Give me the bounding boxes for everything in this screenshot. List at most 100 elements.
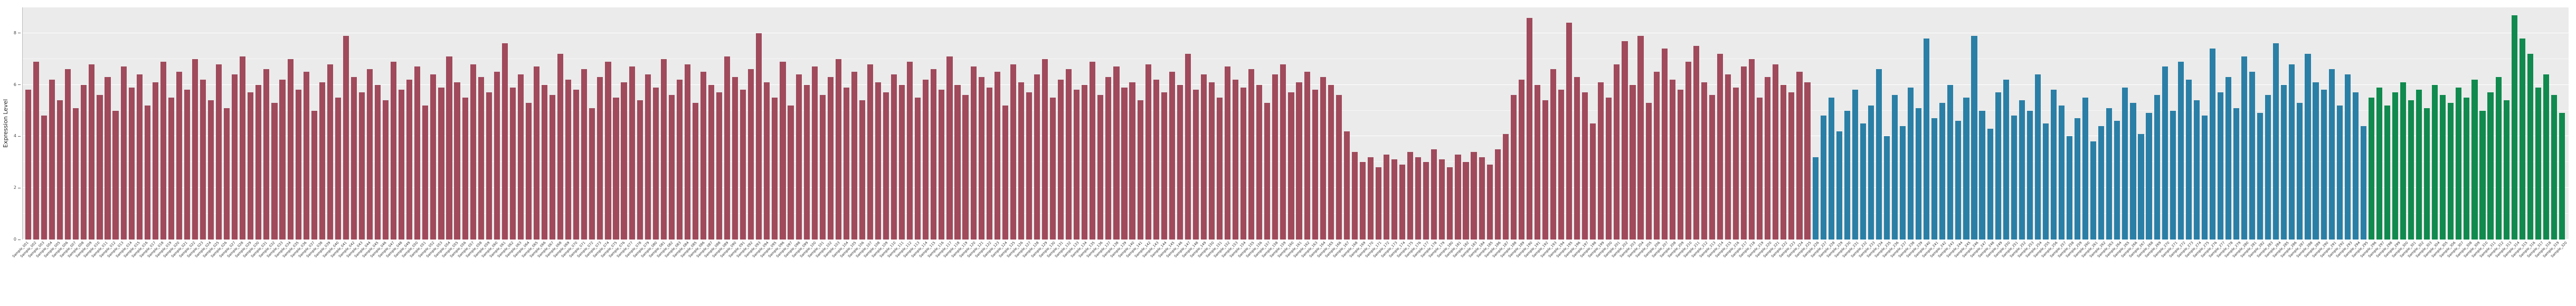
bar xyxy=(1137,100,1143,240)
bar-slot xyxy=(2518,7,2526,240)
bar xyxy=(827,77,834,240)
bar xyxy=(970,66,977,240)
y-tick-label: 0 xyxy=(13,237,16,242)
bar-slot xyxy=(2550,7,2558,240)
bar-slot xyxy=(72,7,80,240)
bar-slot xyxy=(2320,7,2328,240)
bar xyxy=(1502,133,1509,240)
bar-slot xyxy=(1930,7,1938,240)
bar xyxy=(391,61,397,240)
bar xyxy=(303,72,309,240)
bar xyxy=(1733,87,1739,240)
bar xyxy=(462,98,468,240)
bar-slot xyxy=(668,7,676,240)
bar xyxy=(788,105,794,240)
bar xyxy=(1399,165,1406,240)
bar-slot xyxy=(509,7,517,240)
bar xyxy=(2241,56,2248,240)
bar xyxy=(1256,84,1263,240)
bar-slot xyxy=(866,7,874,240)
bar-slot xyxy=(1946,7,1954,240)
bar xyxy=(1272,74,1278,240)
bar xyxy=(1542,100,1549,240)
bar xyxy=(2090,141,2097,240)
bar-slot xyxy=(1208,7,1216,240)
bar-slot xyxy=(1486,7,1494,240)
y-tick-label: 2 xyxy=(13,185,16,190)
bar xyxy=(907,61,913,240)
bar-slot xyxy=(922,7,930,240)
bar-slot xyxy=(914,7,922,240)
bar xyxy=(962,95,969,240)
bar xyxy=(1264,102,1271,240)
bar-slot xyxy=(2304,7,2312,240)
bar xyxy=(2503,100,2509,240)
bar-slot xyxy=(1112,7,1120,240)
bar-slot xyxy=(1716,7,1724,240)
bar xyxy=(327,64,333,240)
bar-slot xyxy=(437,7,445,240)
bar xyxy=(1066,69,1072,240)
bar-slot xyxy=(485,7,493,240)
bar-slot xyxy=(1454,7,1462,240)
bar xyxy=(2297,102,2303,240)
bar xyxy=(573,90,580,240)
bar-slot xyxy=(755,7,763,240)
bar-slot xyxy=(1335,7,1343,240)
bar xyxy=(2432,84,2438,240)
bar xyxy=(883,92,889,240)
bar xyxy=(2067,136,2073,240)
bar-slot xyxy=(1549,7,1557,240)
bar xyxy=(1876,69,1882,240)
bar-slot xyxy=(223,7,231,240)
minor-gridline xyxy=(23,161,2569,162)
bar xyxy=(1765,77,1771,240)
bar-slot xyxy=(803,7,811,240)
bar-slot xyxy=(1565,7,1573,240)
bar xyxy=(668,95,675,240)
bar-slot xyxy=(501,7,509,240)
bar-slot xyxy=(652,7,660,240)
bar-slot xyxy=(1954,7,1962,240)
bar-slot xyxy=(715,7,723,240)
bar xyxy=(375,84,381,240)
bar-slot xyxy=(1375,7,1382,240)
bar-slot xyxy=(2375,7,2383,240)
bar-slot xyxy=(906,7,914,240)
bar-slot xyxy=(1343,7,1351,240)
bar xyxy=(581,69,588,240)
bar xyxy=(859,100,865,240)
bar-slot xyxy=(231,7,239,240)
bar-slot xyxy=(1470,7,1478,240)
bar-slot xyxy=(1494,7,1502,240)
bar xyxy=(899,84,905,240)
bar-slot xyxy=(1144,7,1152,240)
bar xyxy=(1661,49,1668,240)
bar-slot xyxy=(1978,7,1986,240)
bar xyxy=(1105,77,1112,240)
bar-slot xyxy=(80,7,88,240)
bar-slot xyxy=(1692,7,1700,240)
bar xyxy=(1590,123,1596,240)
bar-slot xyxy=(1160,7,1168,240)
bar-slot xyxy=(136,7,144,240)
bar-slot xyxy=(2026,7,2034,240)
bar-slot xyxy=(270,7,278,240)
bar xyxy=(1693,46,1699,240)
bar xyxy=(399,90,405,240)
bar xyxy=(2122,87,2128,240)
bar-slot xyxy=(56,7,64,240)
bar xyxy=(1145,64,1151,240)
bar xyxy=(2376,87,2382,240)
bar xyxy=(1161,92,1167,240)
bar xyxy=(271,102,278,240)
bar xyxy=(1415,157,1422,240)
bar xyxy=(1796,72,1803,240)
bar xyxy=(2225,77,2232,240)
bar-slot xyxy=(1096,7,1104,240)
bar xyxy=(351,77,357,240)
bar xyxy=(65,69,71,240)
bar xyxy=(1669,79,1675,240)
bar-slot xyxy=(2272,7,2280,240)
bar xyxy=(263,69,270,240)
